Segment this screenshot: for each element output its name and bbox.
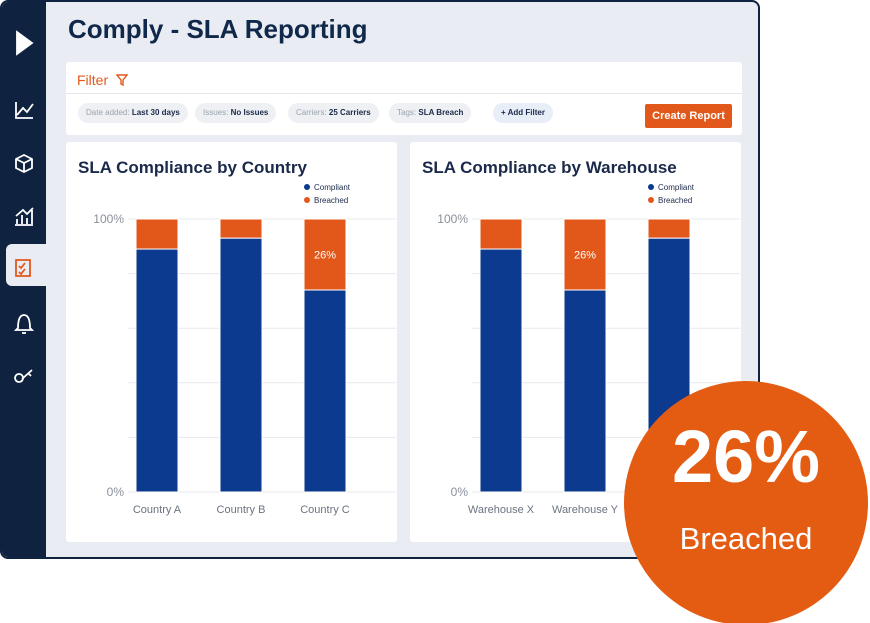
chart-title: SLA Compliance by Country [78,158,307,177]
sidebar [2,2,46,557]
y-tick-label: 100% [93,212,124,226]
bar-segment [219,218,263,239]
bar-segment [563,218,607,291]
nav-keys[interactable] [14,369,33,383]
badge-label: Breached [680,521,813,556]
create-report-button[interactable]: Create Report [645,104,732,128]
chip-label: Issues: [203,108,229,117]
legend-dot [304,184,310,190]
chart-title: SLA Compliance by Warehouse [422,158,677,177]
x-tick-label: Warehouse Y [552,504,619,516]
bar-segment [219,237,263,493]
value-label: 26% [574,249,596,261]
page-title: Comply - SLA Reporting [68,14,368,44]
filter-chip[interactable]: Carriers: 25 Carriers [288,103,379,123]
nav-compliance[interactable] [15,259,31,277]
filter-text: Filter [77,72,109,88]
bar-segment [563,289,607,493]
chart-panel: SLA Compliance by Warehouse Compliant Brea… [410,142,741,542]
legend-label: Breached [658,196,692,205]
bar-segment [647,218,691,239]
filter-label[interactable]: Filter [77,72,129,88]
chart-panel: SLA Compliance by Country Compliant Breach… [66,142,397,542]
x-tick-label: Warehouse X [468,504,535,516]
chip-label: Carriers: [296,108,327,117]
x-tick-label: Country B [217,504,266,516]
legend-label: Breached [314,196,348,205]
filter-chip[interactable]: Issues: No Issues [195,103,277,123]
nav-alerts[interactable] [13,314,35,334]
y-tick-label: 0% [107,485,125,499]
legend-dot [648,184,654,190]
chip-label: Tags: [397,108,417,117]
bar-segment [479,218,523,250]
x-tick-label: Country C [300,504,350,516]
filter-icon [115,74,129,87]
badge-circle [624,381,868,623]
bar-segment [135,218,179,250]
bar-segment [479,248,523,493]
y-tick-label: 0% [451,485,469,499]
bar-segment [303,218,347,291]
chart: SLA Compliance by Warehouse Compliant Brea… [422,158,740,516]
x-tick-label: Country A [133,504,182,516]
value-label: 26% [314,249,336,261]
chart: SLA Compliance by Country Compliant Breach… [78,158,396,516]
chip-label: Date added: [86,108,130,117]
nav-reports[interactable] [15,207,34,226]
active-nav[interactable] [6,244,46,286]
divider [66,93,742,94]
logo [16,30,34,56]
nav-analytics[interactable] [15,102,34,119]
legend-dot [648,197,654,203]
chip-value: SLA Breach [418,108,464,117]
add-filter[interactable]: + Add Filter [493,103,553,123]
chip-value: Last 30 days [131,108,180,117]
chip-value: No Issues [230,108,269,117]
bar-segment [135,248,179,493]
add-filter-text: Add Filter [507,108,545,117]
bar-segment [303,289,347,493]
filter-chip[interactable]: Tags: SLA Breach [389,103,472,123]
legend-label: Compliant [658,183,695,192]
badge-value: 26% [672,415,820,498]
window: Comply - SLA Reporting Filter Date added… [0,0,760,559]
legend-dot [304,197,310,203]
nav-icons [13,30,35,383]
filter-chip[interactable]: Date added: Last 30 days [78,103,188,123]
filter-bar: Filter Date added: Last 30 days Issues: N… [66,62,742,135]
nav-shipments[interactable] [15,153,33,174]
y-tick-label: 100% [437,212,468,226]
chip-value: 25 Carriers [328,108,371,117]
legend-label: Compliant [314,183,351,192]
